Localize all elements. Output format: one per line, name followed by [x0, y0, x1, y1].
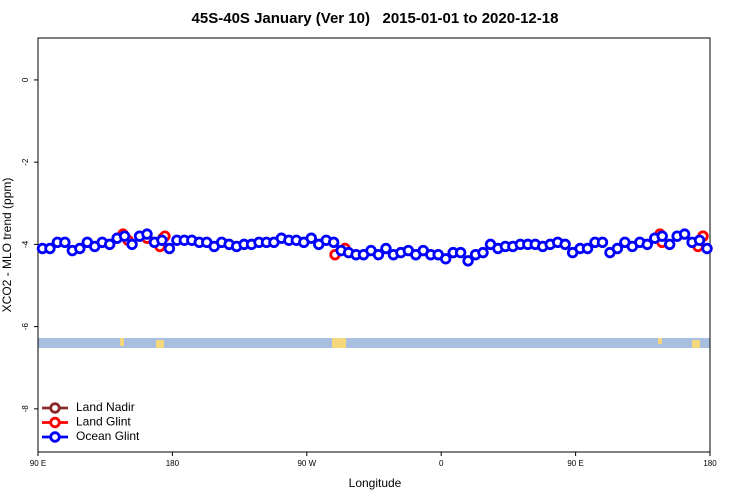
legend-marker — [49, 431, 61, 443]
data-point — [305, 232, 317, 244]
data-point — [559, 238, 571, 251]
data-point — [59, 236, 71, 249]
data-point — [454, 246, 467, 259]
data-point — [701, 242, 713, 255]
data-point — [581, 242, 594, 255]
legend-label: Land Nadir — [76, 400, 135, 414]
x-tick-label: 90 E — [567, 459, 583, 468]
y-axis-label: XCO2 - MLO trend (ppm) — [0, 178, 14, 313]
x-tick-label: 180 — [166, 459, 180, 468]
legend-marker — [49, 416, 61, 429]
x-tick-label: 0 — [439, 459, 444, 468]
data-point — [118, 230, 131, 242]
data-point — [656, 230, 668, 242]
data-point — [126, 238, 138, 251]
data-point — [439, 253, 452, 265]
plot-frame — [37, 37, 711, 453]
land-mask-strip — [38, 338, 710, 348]
data-point — [74, 242, 86, 255]
legend-label: Ocean Glint — [76, 429, 140, 443]
data-point — [663, 238, 676, 251]
data-point — [156, 234, 168, 246]
x-tick-label: 180 — [703, 459, 717, 468]
data-point — [380, 242, 392, 255]
data-point — [141, 228, 153, 240]
data-point — [372, 248, 385, 261]
data-point — [44, 242, 56, 255]
data-point — [678, 228, 691, 240]
data-point — [611, 242, 624, 255]
data-point — [641, 238, 653, 251]
y-tick-label: -8 — [21, 405, 30, 413]
y-tick-label: 0 — [21, 77, 30, 82]
data-point — [163, 242, 176, 255]
data-point — [103, 238, 116, 251]
data-point — [462, 255, 474, 267]
data-point — [477, 246, 489, 259]
data-point — [327, 236, 340, 249]
legend-marker — [49, 402, 61, 414]
x-tick-label: 90 E — [30, 459, 46, 468]
data-point — [596, 236, 609, 249]
y-tick-label: -2 — [21, 158, 30, 166]
x-axis-label: Longitude — [349, 476, 402, 490]
y-tick-label: -6 — [21, 323, 30, 331]
x-tick-label: 90 W — [297, 459, 316, 468]
y-tick-label: -4 — [21, 240, 30, 248]
data-point — [693, 234, 706, 246]
chart-title: 45S-40S January (Ver 10) 2015-01-01 to 2… — [192, 10, 559, 27]
legend-label: Land Glint — [76, 415, 131, 429]
